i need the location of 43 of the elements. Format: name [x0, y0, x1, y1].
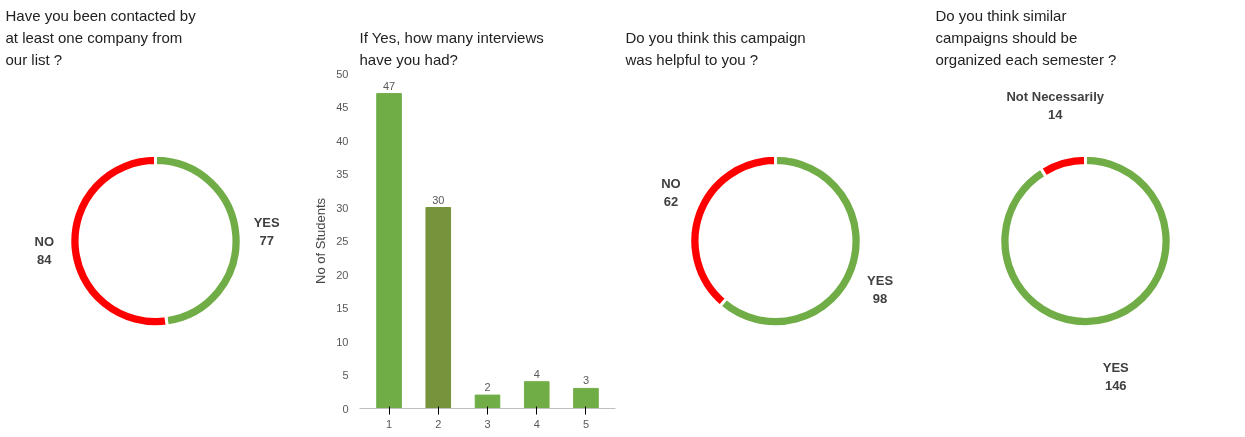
chart-title: If Yes, how many interviews have you had? — [359, 29, 544, 69]
y-tick-label: 30 — [336, 201, 349, 214]
y-tick-label: 35 — [336, 168, 349, 180]
slice-label: NO — [661, 175, 681, 191]
slice-label: YES — [867, 273, 894, 289]
bar — [573, 387, 599, 409]
data-label: 77 — [259, 232, 274, 248]
y-tick-label: 10 — [336, 335, 349, 348]
x-tick-label: 4 — [533, 417, 540, 430]
y-axis-title: No of Students — [313, 197, 329, 284]
data-label: 3 — [582, 374, 590, 387]
bar — [474, 394, 501, 409]
y-tick-label: 5 — [342, 369, 349, 381]
data-label: 62 — [663, 193, 679, 209]
y-tick-label: 40 — [336, 134, 349, 147]
x-tick-label: 5 — [582, 417, 590, 430]
y-tick-label: 45 — [336, 101, 349, 113]
chart-title: Have you been contacted by at least one company from our list ? — [5, 7, 197, 69]
slice-label: YES — [1102, 359, 1130, 375]
slice-label: YES — [253, 214, 280, 230]
y-tick-label: 20 — [336, 268, 349, 281]
data-label: 4 — [533, 367, 540, 380]
bar — [523, 381, 550, 409]
x-tick-label: 3 — [484, 417, 491, 430]
y-tick-label: 50 — [336, 67, 349, 80]
data-label: 84 — [37, 252, 53, 268]
y-tick-label: 25 — [336, 235, 349, 247]
chart-title: Do you think similar campaigns should be organized each semester ? — [935, 7, 1117, 69]
bar — [376, 93, 402, 409]
slice-label: Not Necessarily — [1006, 89, 1105, 105]
bar — [425, 207, 452, 409]
y-tick-label: 0 — [342, 402, 349, 415]
data-label: 30 — [432, 193, 445, 206]
data-label: 2 — [484, 381, 491, 394]
x-tick-label: 1 — [385, 417, 393, 430]
data-label: 14 — [1048, 107, 1064, 123]
data-label: 98 — [872, 291, 888, 307]
data-label: 146 — [1104, 377, 1127, 393]
x-tick-label: 2 — [435, 417, 442, 430]
slice-label: NO — [34, 234, 55, 250]
data-label: 47 — [382, 79, 396, 92]
chart-title: Do you think this campaign was helpful to you ? — [624, 29, 806, 69]
y-tick-label: 15 — [336, 302, 349, 314]
